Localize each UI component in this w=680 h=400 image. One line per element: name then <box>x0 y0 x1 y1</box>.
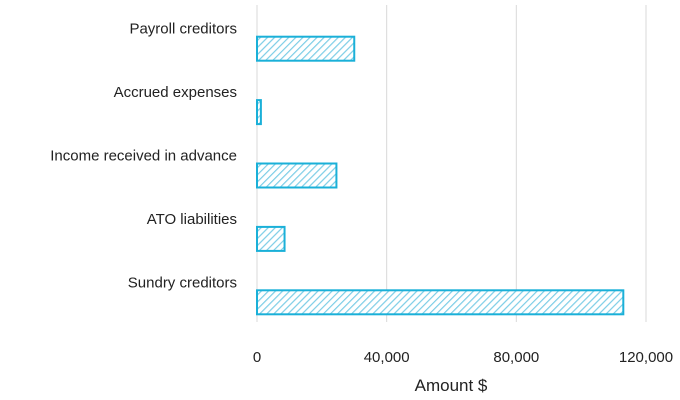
x-tick-labels: 0 40,000 80,000 120,000 <box>253 349 673 366</box>
bars <box>256 35 625 316</box>
x-axis-title: Amount $ <box>415 376 488 395</box>
x-tick-label-3: 120,000 <box>619 349 673 366</box>
bar-2 <box>256 162 338 189</box>
category-label-1: Accrued expenses <box>114 84 237 101</box>
x-tick-label-1: 40,000 <box>364 349 410 366</box>
x-tick-label-0: 0 <box>253 349 261 366</box>
bar-4 <box>256 289 625 316</box>
bar-3 <box>256 225 286 252</box>
category-label-4: Sundry creditors <box>128 274 237 291</box>
bar-1 <box>256 99 262 126</box>
category-label-0: Payroll creditors <box>129 21 237 38</box>
category-label-2: Income received in advance <box>50 148 237 165</box>
x-tick-label-2: 80,000 <box>493 349 539 366</box>
bar-0 <box>256 35 356 62</box>
category-label-3: ATO liabilities <box>147 211 237 228</box>
category-labels: Payroll creditors Accrued expenses Income … <box>50 21 237 292</box>
